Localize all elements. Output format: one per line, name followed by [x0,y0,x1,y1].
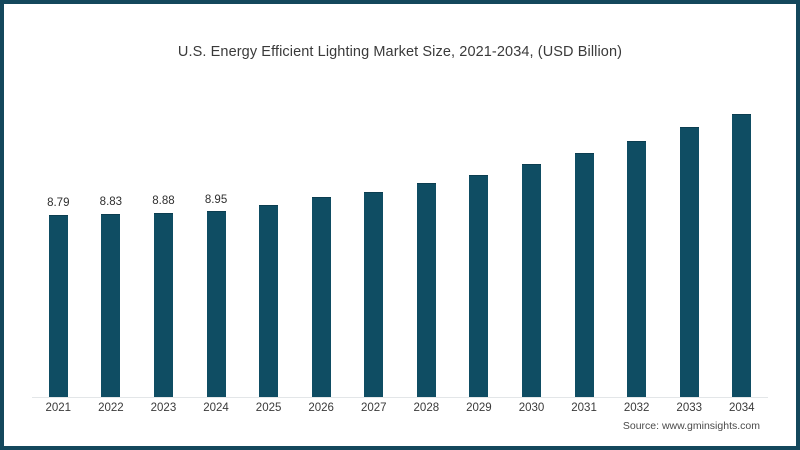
bar[interactable] [416,182,436,397]
x-axis-label: 2030 [518,402,545,414]
bar-slot [453,96,506,397]
source-attribution: Source: www.gminsights.com [622,420,760,432]
x-axis-label: 2028 [413,402,440,414]
bar-slot [558,96,611,397]
x-axis-label: 2022 [98,402,124,414]
x-axis-label: 2021 [45,402,72,414]
bar-series: 8.79 8.83 8.88 8.95 [32,96,768,397]
bar-value-label: 8.79 [47,197,70,210]
bar[interactable] [627,140,647,397]
bar-value-label: 8.95 [204,193,228,206]
x-axis-label: 2029 [466,402,492,414]
x-axis-label: 2034 [729,402,755,414]
x-axis-label: 2024 [203,402,229,414]
bar-slot [400,96,453,397]
bar-slot: 8.88 [137,96,190,397]
bar[interactable] [521,163,541,397]
x-axis-label: 2026 [308,402,334,414]
bar-slot [242,96,295,397]
bar-value-label: 8.83 [99,196,123,209]
bar-slot [347,96,400,397]
bar[interactable] [469,174,489,397]
x-axis-line [32,397,768,398]
bar-value-label: 8.88 [152,195,175,208]
x-axis-label: 2032 [623,402,650,414]
bar-slot: 8.79 [32,96,85,397]
bar-slot [295,96,348,397]
bar-slot [663,96,716,397]
bar-slot: 8.95 [190,96,243,397]
plot-area: 8.79 8.83 8.88 8.95 [32,96,768,398]
bar[interactable] [101,213,121,397]
x-axis-label: 2033 [676,402,703,414]
bar[interactable] [153,212,173,397]
x-axis-label: 2023 [150,402,177,414]
bar[interactable] [364,191,384,397]
bar[interactable] [259,204,279,397]
x-axis-label: 2031 [571,402,597,414]
bar-slot [610,96,663,397]
x-axis-label: 2027 [360,402,387,414]
bar[interactable] [679,126,699,397]
bar[interactable] [206,211,226,397]
bar-slot [716,96,769,397]
x-axis-tick-labels: 2021 2022 2023 2024 2025 2026 2027 2028 2029 2030… [32,402,768,414]
bar[interactable] [48,214,68,397]
bar[interactable] [574,152,594,397]
bar-slot: 8.83 [85,96,138,397]
x-axis-label: 2025 [255,402,282,414]
bar-slot [505,96,558,397]
bar[interactable] [311,196,331,397]
page-title: U.S. Energy Efficient Lighting Market Si… [177,44,623,60]
bar[interactable] [732,114,752,397]
